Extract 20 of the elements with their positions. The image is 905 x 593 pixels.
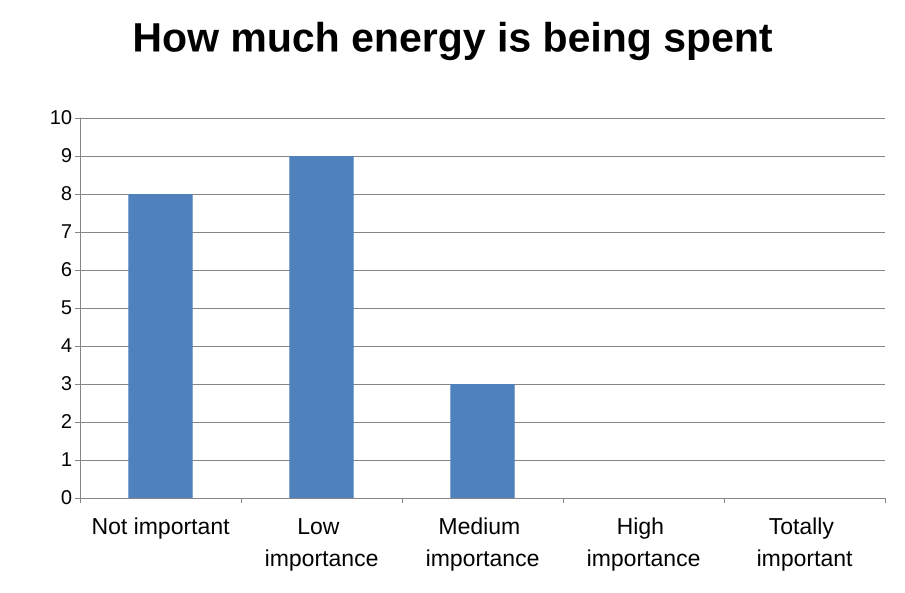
chart-title: How much energy is being spent [132,14,773,60]
y-tick-label: 0 [60,487,72,509]
y-tick-label: 4 [60,335,72,357]
y-tick-label: 3 [60,373,72,395]
x-tick-label: Medium importance [426,513,540,571]
y-tick-label: 1 [60,449,72,471]
y-tick-label: 9 [60,145,72,167]
y-tick-label: 8 [60,183,72,205]
bar [128,194,193,498]
y-tick-label: 2 [60,411,72,433]
y-tick-label: 10 [50,107,72,129]
bar [450,384,515,498]
x-tick-label: Not important [91,513,230,539]
y-tick-label: 7 [60,221,72,243]
x-tick-label: High importance [586,513,700,571]
x-tick-label: Low importance [264,513,378,571]
y-tick-label: 6 [60,259,72,281]
x-tick-label: Totally important [756,513,854,571]
y-tick-label: 5 [60,297,72,319]
bar [289,156,354,498]
